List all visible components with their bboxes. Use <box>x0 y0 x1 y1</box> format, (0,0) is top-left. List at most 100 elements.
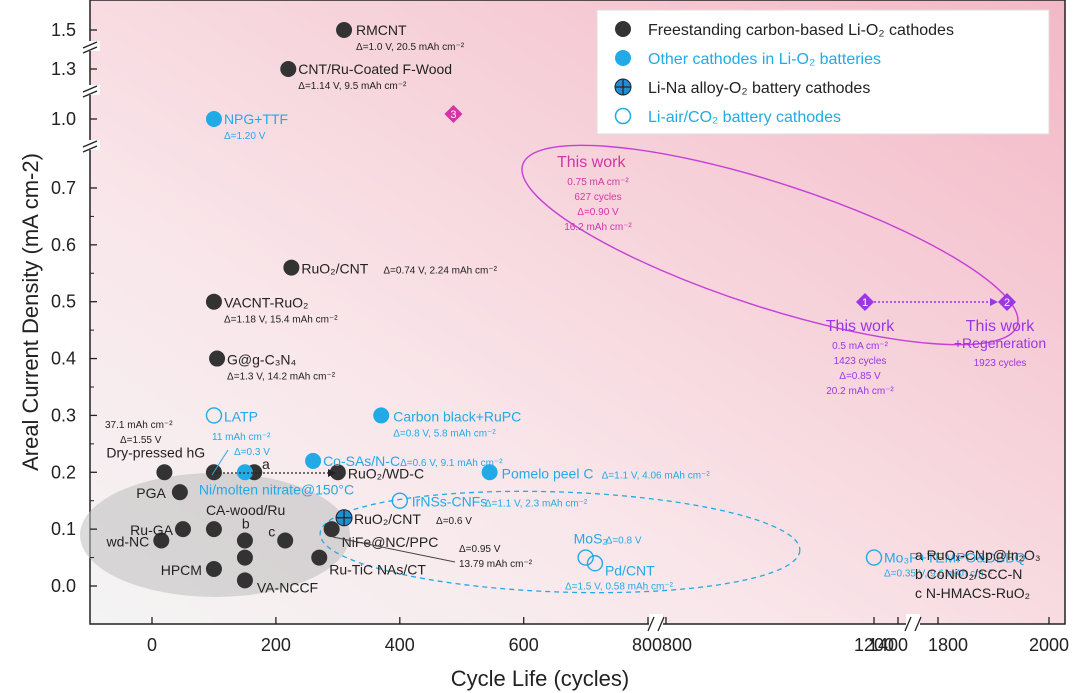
point-label: Mo₃P+TEMPO&DBBQ <box>884 550 1026 566</box>
point-air <box>577 549 594 566</box>
point-label: VA-NCCF <box>257 579 318 595</box>
this-work-2-line: +Regeneration <box>954 335 1046 351</box>
point-sublabel: Δ=0.35 V, 9.6 mAh cm⁻² <box>884 569 993 580</box>
ni-note: Δ=0.95 V <box>459 544 501 555</box>
legend-label: Freestanding carbon-based Li-O₂ cathodes <box>648 22 954 39</box>
dry-note: 37.1 mAh cm⁻² <box>105 420 173 431</box>
latp-note: Δ=0.3 V <box>234 447 270 458</box>
footnote: b CoNiO₂/SCC-N <box>915 566 1022 582</box>
this-work-3-line: 627 cycles <box>574 192 621 203</box>
y-break-mark <box>82 90 98 98</box>
y-tick-label: 0.0 <box>51 576 76 596</box>
x-tick-label: 1400 <box>868 635 908 655</box>
point-sublabel: Δ=0.8 V <box>606 536 642 547</box>
point-freestanding <box>209 350 226 367</box>
this-work-1-line: 0.5 mA cm⁻² <box>832 341 889 352</box>
x-tick-label: 0 <box>147 635 157 655</box>
y-break-mark <box>82 140 98 148</box>
point-freestanding <box>277 532 294 549</box>
latp-note: 11 mAh cm⁻² <box>212 432 271 443</box>
point-label: CA-wood/Ru <box>206 502 285 518</box>
this-work-3-line: Δ=0.90 V <box>577 207 619 218</box>
point-label: c <box>268 524 275 540</box>
point-sublabel: Δ=0.6 V <box>436 516 472 527</box>
legend-marker-other <box>615 50 631 66</box>
point-label: CNT/Ru-Coated F-Wood <box>298 61 452 77</box>
point-label: Ru-GA <box>130 522 173 538</box>
point-freestanding <box>205 560 222 577</box>
point-freestanding <box>174 521 191 538</box>
this-work-3-marker <box>444 105 463 123</box>
axes: 0.0 0.1 0.2 0.3 0.4 0.5 0.6 0.7 1.0 1.3 1.5 0 200 400… <box>18 20 1069 691</box>
point-label: Ni/molten nitrate@150°C <box>199 481 354 497</box>
point-freestanding <box>236 572 253 589</box>
legend: Freestanding carbon-based Li-O₂ cathodes… <box>596 9 1050 135</box>
point-freestanding <box>236 549 253 566</box>
y-break-mark <box>82 145 98 153</box>
y-tick-label: 1.3 <box>51 59 76 79</box>
point-freestanding <box>205 293 222 310</box>
point-freestanding <box>323 521 340 538</box>
point-freestanding <box>236 532 253 549</box>
legend-label: Li-air/CO₂ battery cathodes <box>648 109 841 126</box>
this-work-1-line: 20.2 mAh cm⁻² <box>826 386 894 397</box>
point-freestanding <box>153 532 170 549</box>
point-other <box>481 464 498 481</box>
y-tick-label: 0.5 <box>51 292 76 312</box>
footnote: c N-HMACS-RuO₂ <box>915 585 1030 601</box>
point-sublabel: Δ=1.1 V, 4.06 mAh cm⁻² <box>602 470 711 481</box>
point-label: b <box>242 516 250 532</box>
point-sublabel: Δ=0.74 V, 2.24 mAh cm⁻² <box>383 266 497 277</box>
y-tick-label: 1.0 <box>51 109 76 129</box>
point-label: Co-SAs/N-C <box>323 453 400 469</box>
point-label: Dry-pressed hG <box>106 444 205 460</box>
point-freestanding <box>205 521 222 538</box>
point-other <box>205 111 222 127</box>
point-sublabel: Δ=1.0 V, 20.5 mAh cm⁻² <box>356 42 465 53</box>
point-other <box>373 407 390 424</box>
y-break-mark <box>82 46 98 54</box>
this-work-2-line: 1923 cycles <box>974 358 1027 369</box>
point-label: NiFe@NC/PPC <box>342 534 439 550</box>
point-label: wd-NC <box>106 534 150 550</box>
latp-leader <box>211 449 229 476</box>
y-tick-label: 0.7 <box>51 178 76 198</box>
this-work-3-line: 16.2 mAh cm⁻² <box>564 222 632 233</box>
point-label: Pd/CNT <box>605 562 655 578</box>
y-break-gap <box>80 85 100 95</box>
air-ellipse <box>319 490 801 594</box>
point-sublabel: Δ=0.8 V, 5.8 mAh cm⁻² <box>393 428 496 439</box>
this-work-2-marker <box>998 293 1016 311</box>
this-work-3-line: 0.75 mA cm⁻² <box>567 177 629 188</box>
this-work-1-line: 1423 cycles <box>834 356 887 367</box>
point-label: IrNSs-CNFs <box>412 494 487 510</box>
point-air <box>865 549 883 566</box>
y-break-gap <box>80 140 100 150</box>
point-air <box>205 407 223 424</box>
this-work-1-line: Δ=0.85 V <box>839 371 881 382</box>
point-sublabel: Δ=0.6 V, 9.1 mAh cm⁻² <box>400 458 503 469</box>
point-sublabel: Δ=1.18 V, 15.4 mAh cm⁻² <box>224 315 338 326</box>
this-work-1-title: This work <box>826 318 895 335</box>
y-tick-label: 0.6 <box>51 235 76 255</box>
ni-leader <box>332 536 456 563</box>
y-tick-label: 0.1 <box>51 519 76 539</box>
point-sublabel: Δ=1.1 V, 2.3 mAh cm⁻² <box>485 499 588 510</box>
point-freestanding <box>283 259 300 276</box>
legend-label: Other cathodes in Li-O₂ batteries <box>648 51 881 68</box>
legend-marker-air <box>614 107 632 125</box>
x-break-mark <box>657 616 665 632</box>
y-tick-label: 0.3 <box>51 405 76 425</box>
point-label: PGA <box>136 485 166 501</box>
a-arrowhead <box>328 469 336 477</box>
point-label: RMCNT <box>356 22 407 38</box>
legend-marker-freestanding <box>615 21 631 37</box>
point-other <box>236 464 253 481</box>
y-break-mark <box>82 85 98 93</box>
x-tick-label: 1800 <box>928 635 968 655</box>
y-axis-title: Areal Current Density (mA cm-2) <box>18 153 43 471</box>
point-air <box>391 492 408 509</box>
x-tick-label: 2000 <box>1029 635 1069 655</box>
legend-label: Li-Na alloy-O₂ battery cathodes <box>648 80 870 97</box>
x-axis-title: Cycle Life (cycles) <box>451 666 629 691</box>
